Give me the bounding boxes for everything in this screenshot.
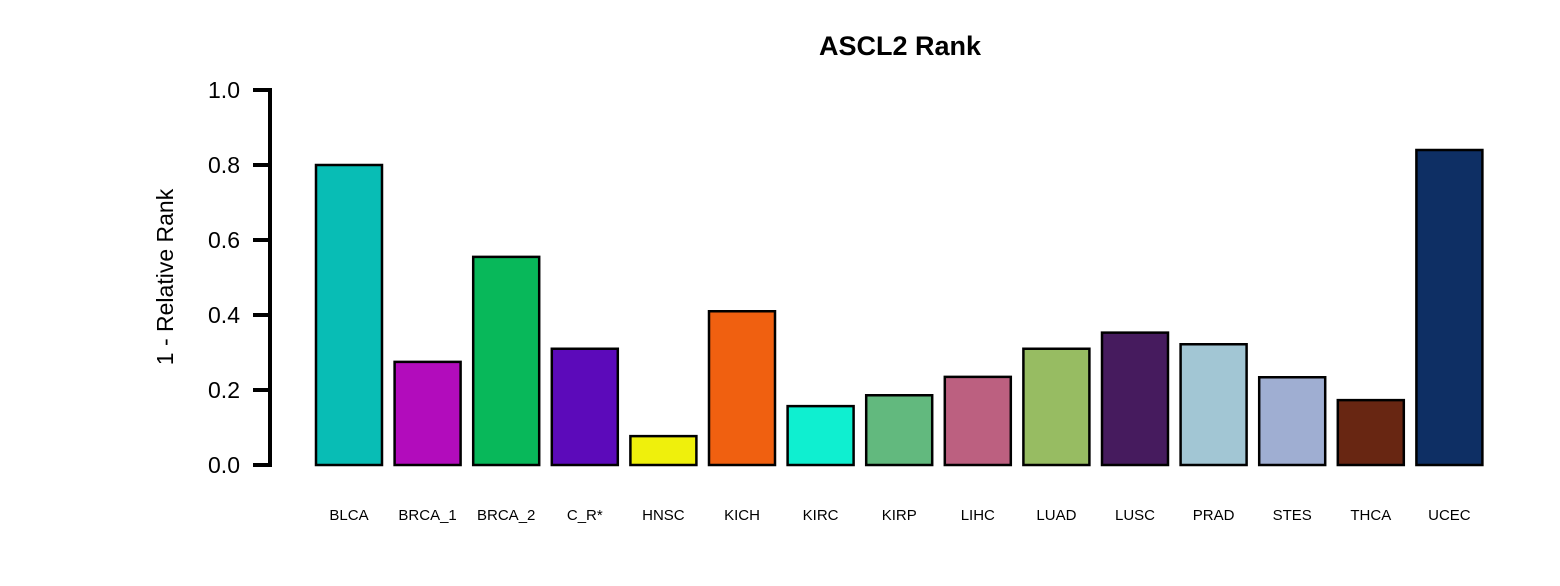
y-axis: 0.0 0.2 0.4 0.6 0.8 1.0	[208, 77, 272, 478]
x-tick-label: C_R*	[567, 507, 603, 524]
y-tick-label: 0.8	[208, 152, 240, 178]
y-axis-label: 1 - Relative Rank	[152, 188, 178, 365]
x-tick-label: BRCA_2	[477, 507, 535, 524]
y-tick-label: 1.0	[208, 77, 240, 103]
bar-lusc	[1100, 331, 1170, 467]
x-tick-label: LUSC	[1115, 507, 1155, 524]
x-tick-label: THCA	[1350, 507, 1391, 524]
bar-brca-1	[393, 360, 462, 467]
x-tick-labels: BLCA BRCA_1 BRCA_2 C_R* HNSC KICH KIRC KIRP LIHC…	[329, 507, 1470, 524]
x-tick-label: KIRC	[803, 507, 839, 524]
x-tick-label: HNSC	[642, 507, 685, 524]
bar-hnsc	[629, 434, 698, 467]
y-tick-label: 0.4	[208, 302, 240, 328]
x-tick-label: BRCA_1	[398, 507, 456, 524]
y-tick-label: 0.2	[208, 377, 240, 403]
x-tick-label: PRAD	[1193, 507, 1235, 524]
bar-ucec	[1415, 148, 1484, 467]
chart-title: ASCL2 Rank	[819, 31, 982, 61]
bar-kirc	[786, 404, 855, 467]
bar-kirp	[864, 394, 934, 467]
x-tick-label: LUAD	[1036, 507, 1076, 524]
x-tick-label: UCEC	[1428, 507, 1471, 524]
bar-thca	[1336, 398, 1406, 467]
bars-group	[314, 148, 1484, 467]
bar-brca-2	[471, 255, 541, 467]
x-tick-label: KICH	[724, 507, 760, 524]
x-tick-label: STES	[1273, 507, 1312, 524]
bar-kich	[707, 310, 777, 467]
y-tick-label: 0.0	[208, 452, 240, 478]
x-tick-label: BLCA	[329, 507, 368, 524]
bar-c-r	[550, 347, 620, 467]
x-tick-label: KIRP	[882, 507, 917, 524]
x-tick-label: LIHC	[961, 507, 995, 524]
bar-blca	[314, 163, 384, 467]
bar-luad	[1022, 347, 1091, 467]
bar-prad	[1179, 343, 1248, 467]
bar-stes	[1257, 376, 1327, 467]
bar-lihc	[943, 375, 1013, 467]
y-tick-label: 0.6	[208, 227, 240, 253]
